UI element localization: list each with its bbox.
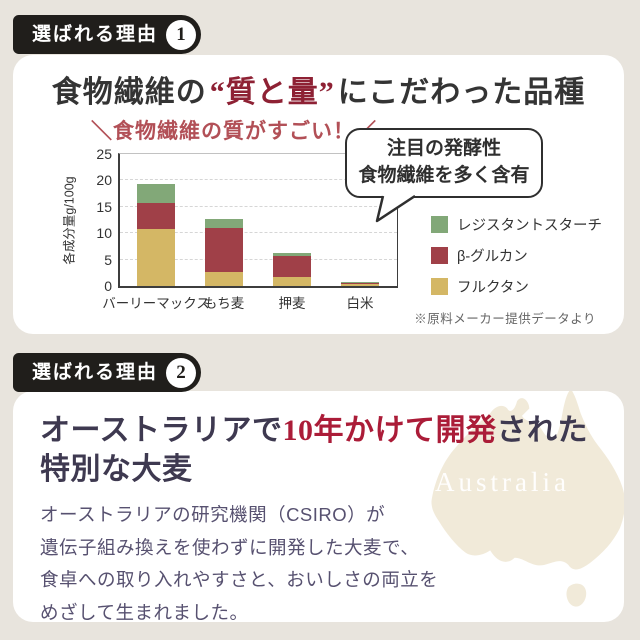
chart-bar-segment bbox=[137, 228, 175, 286]
chart-bar-segment bbox=[205, 272, 243, 286]
heading2-line2: 特別な大麦 bbox=[40, 453, 193, 486]
chart-source-note: ※原料メーカー提供データより bbox=[414, 312, 596, 326]
reason1-card: 食物繊維の “質と量” にこだわった品種 ＼食物繊維の質がすごい！／ 各成分量g/1… bbox=[13, 55, 624, 334]
chart-bar-segment bbox=[341, 283, 379, 286]
chart-gridline bbox=[120, 179, 397, 181]
chart-category-label: もち麦 bbox=[203, 296, 245, 311]
reason1-heading: 食物繊維の “質と量” にこだわった品種 bbox=[13, 67, 624, 111]
body-line: めざして生まれました。 bbox=[40, 601, 249, 622]
australia-label: Australia bbox=[435, 467, 570, 497]
badge-label: 選ばれる理由 bbox=[32, 362, 159, 383]
chart-gridline bbox=[120, 205, 397, 207]
australia-map bbox=[431, 391, 624, 607]
chart-tick-label: 10 bbox=[96, 225, 112, 242]
body-line: 食卓への取り入れやすさと、おいしさの両立を bbox=[40, 569, 439, 591]
chart-tick-label: 15 bbox=[96, 198, 112, 215]
legend-label: フルクタン bbox=[457, 280, 529, 296]
chart-bar-segment bbox=[273, 256, 311, 278]
legend-swatch bbox=[431, 278, 448, 295]
chart-title: ＼食物繊維の質がすごい！／ bbox=[91, 120, 377, 143]
fiber-chart-plot-area: 各成分量g/100g 0 5 10 15 20 25 バーリーマックス もち麦 押麦 白米 bbox=[63, 147, 398, 311]
heading2-post: された bbox=[496, 414, 588, 447]
legend-item: フルクタン bbox=[431, 276, 602, 297]
heading2-pre: オーストラリアで bbox=[40, 414, 283, 447]
chart-category-label: 押麦 bbox=[278, 296, 306, 311]
legend-swatch bbox=[431, 216, 448, 233]
chart-bar-segment bbox=[137, 184, 175, 204]
legend-item: レジスタントスターチ bbox=[431, 214, 602, 235]
badge-number-circle: 2 bbox=[166, 357, 197, 388]
speech-bubble: 注目の発酵性 食物繊維を多く含有 bbox=[345, 128, 543, 198]
chart-bar-segment bbox=[341, 282, 379, 283]
chart-legend: レジスタントスターチ β-グルカン フルクタン bbox=[431, 214, 602, 307]
reason1-badge: 選ばれる理由 1 bbox=[13, 15, 202, 54]
chart-tick-label: 0 bbox=[104, 278, 112, 294]
chart-bar-segment bbox=[273, 252, 311, 257]
heading1-highlight: “質と量” bbox=[209, 76, 335, 109]
heading1-post: にこだわった品種 bbox=[337, 76, 586, 109]
body-line: 遺伝子組み換えを使わずに開発した大麦で、 bbox=[40, 536, 420, 558]
chart-category-label: バーリーマックス bbox=[102, 296, 210, 311]
legend-label: β-グルカン bbox=[457, 249, 528, 265]
chart-category-label: 白米 bbox=[346, 296, 374, 311]
chart-gridline bbox=[120, 258, 397, 260]
badge-label: 選ばれる理由 bbox=[32, 24, 159, 45]
reason2-heading: オーストラリアで10年かけて開発された 特別な大麦 bbox=[40, 411, 588, 489]
legend-label: レジスタントスターチ bbox=[457, 218, 602, 234]
speech-bubble-tail bbox=[375, 195, 416, 223]
chart-gridline bbox=[120, 232, 397, 234]
heading2-highlight: 10年かけて開発 bbox=[282, 414, 497, 447]
chart-bar-segment bbox=[273, 277, 311, 286]
chart-tick-label: 20 bbox=[96, 172, 112, 189]
bubble-line2: 食物繊維を多く含有 bbox=[358, 165, 530, 186]
reason2-card: Australia オーストラリアで10年かけて開発された 特別な大麦 オースト… bbox=[13, 391, 624, 622]
heading1-pre: 食物繊維の bbox=[51, 76, 207, 109]
legend-item: β-グルカン bbox=[431, 245, 602, 266]
bubble-line1: 注目の発酵性 bbox=[386, 138, 501, 160]
reason2-badge: 選ばれる理由 2 bbox=[13, 353, 202, 392]
chart-bar-segment bbox=[205, 219, 243, 228]
chart-bar-segment bbox=[341, 282, 379, 284]
chart-bar-segment bbox=[137, 203, 175, 229]
legend-swatch bbox=[431, 247, 448, 264]
body-line: オーストラリアの研究機関（CSIRO）が bbox=[40, 504, 386, 525]
chart-bar-segment bbox=[205, 227, 243, 273]
reason2-body: オーストラリアの研究機関（CSIRO）が遺伝子組み換えを使わずに開発した大麦で、… bbox=[40, 499, 438, 622]
badge-number-circle: 1 bbox=[166, 19, 197, 50]
chart-tick-label: 25 bbox=[96, 146, 112, 162]
chart-tick-label: 5 bbox=[104, 251, 112, 268]
